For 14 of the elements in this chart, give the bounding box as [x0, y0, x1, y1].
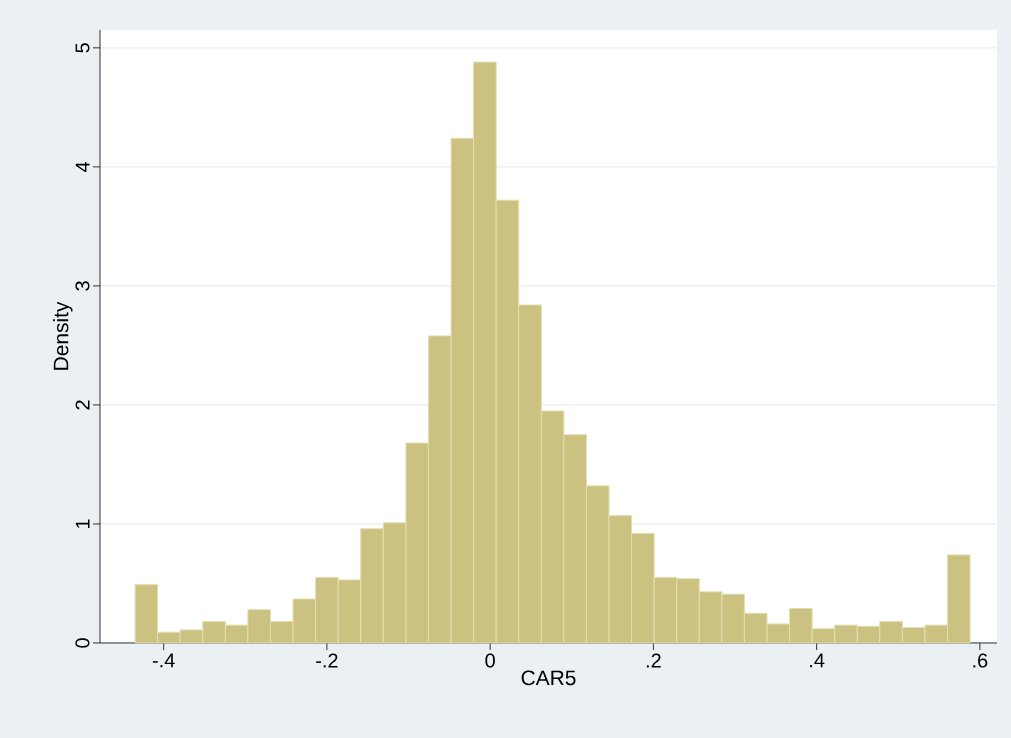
x-tick-label: -.4: [152, 653, 175, 668]
y-tick-label: 4: [75, 161, 90, 172]
y-tick-label: 1: [75, 519, 90, 528]
x-tick-label: .4: [810, 653, 825, 668]
y-tick-label: 3: [75, 281, 90, 291]
y-tick-label: 0: [75, 638, 90, 648]
y-axis-title: Density: [53, 301, 73, 370]
x-tick-label: -.2: [316, 653, 338, 668]
x-axis-title: CAR5: [521, 670, 576, 686]
y-tick-label: 2: [75, 400, 90, 410]
x-tick-label: .2: [646, 653, 661, 668]
y-tick-label: 5: [75, 43, 90, 53]
x-tick-label: 0: [485, 653, 495, 668]
x-tick-label: .6: [973, 653, 988, 668]
